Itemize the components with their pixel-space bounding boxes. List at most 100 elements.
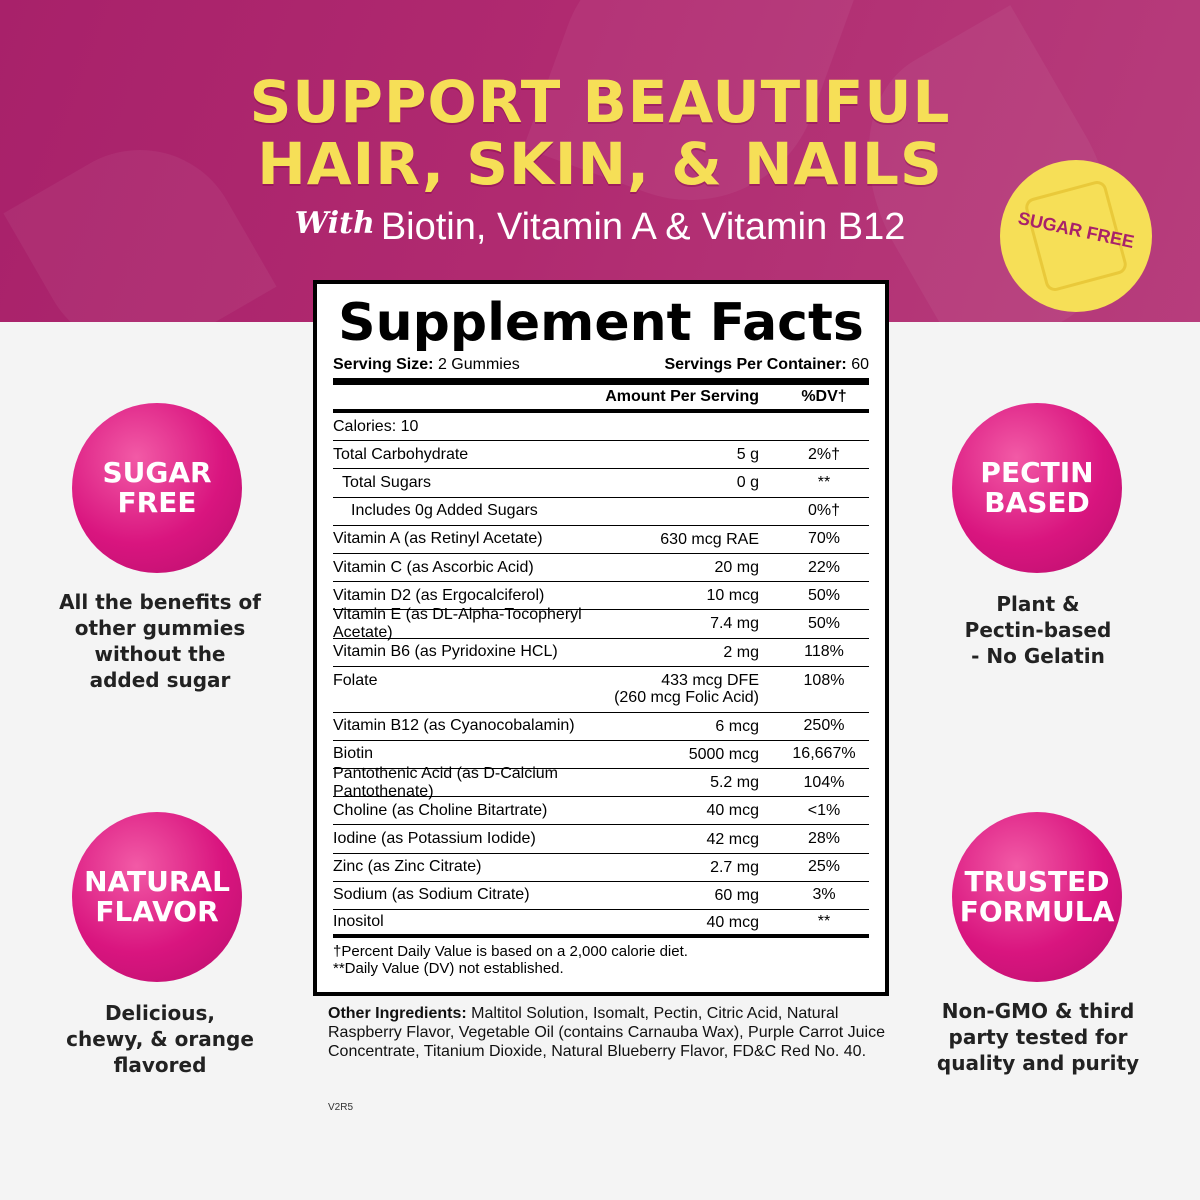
nutrient-name: Zinc (as Zinc Citrate) [333, 858, 482, 876]
table-row: Inositol 40 mcg ** [333, 910, 869, 939]
nutrient-dv: 0%† [807, 502, 841, 520]
nutrient-dv: 250% [803, 717, 845, 735]
pectin-based-caption: Plant & Pectin-based - No Gelatin [908, 591, 1168, 669]
nutrient-name: Inositol [333, 913, 384, 931]
nutrient-name: Biotin [333, 745, 374, 763]
caption-line: without the [94, 642, 226, 666]
nutrient-dv: ** [817, 473, 831, 491]
nutrient-name: Sodium (as Sodium Citrate) [333, 886, 530, 904]
table-row: Calories: 10 [333, 413, 869, 442]
other-ingredients-text: Maltitol Solution, Isomalt, Pectin, Citr… [328, 1005, 885, 1060]
headline-line-1: SUPPORT BEAUTIFUL [249, 68, 951, 136]
circle-title-line: SUGAR [102, 456, 212, 489]
nutrient-amount: 20 mg [714, 559, 759, 577]
nutrient-name: Choline (as Choline Bitartrate) [333, 801, 548, 819]
nutrient-name: Vitamin B12 (as Cyanocobalamin) [333, 717, 575, 735]
nutrient-amount: 433 mcg DFE (260 mcg Folic Acid) [599, 672, 779, 706]
footnote-dv: †Percent Daily Value is based on a 2,000… [333, 943, 688, 961]
with-script-word: With [294, 206, 375, 241]
nutrient-name: Vitamin E (as DL-Alpha-Tocopheryl Acetat… [333, 605, 582, 641]
nutrient-amount: 5.2 mg [710, 774, 759, 792]
table-row: Total Carbohydrate 5 g 2%† [333, 441, 869, 470]
nutrient-name: Folate [333, 671, 378, 689]
table-row: Pantothenic Acid (as D-Calcium Pantothen… [333, 765, 869, 800]
nutrient-name: Pantothenic Acid (as D-Calcium Pantothen… [333, 764, 558, 800]
nutrient-dv: 108% [803, 671, 845, 689]
nutrient-amount: 2.7 mg [710, 858, 759, 876]
circle-title-line: TRUSTED [964, 865, 1110, 898]
nutrient-dv: 104% [803, 773, 845, 791]
nutrient-dv: 3% [812, 886, 836, 904]
caption-line: Plant & [996, 592, 1080, 616]
subheadline-text: Biotin, Vitamin A & Vitamin B12 [380, 206, 906, 248]
supplement-facts-title: Supplement Facts [338, 293, 864, 353]
servings-label: Servings Per Container: [664, 356, 847, 373]
table-row: Vitamin E (as DL-Alpha-Tocopheryl Acetat… [333, 606, 869, 641]
nutrient-name: Includes 0g Added Sugars [351, 502, 538, 520]
nutrient-amount: 6 mcg [715, 717, 759, 735]
nutrient-amount-line: 433 mcg DFE [661, 671, 759, 689]
caption-line: - No Gelatin [971, 644, 1105, 668]
nutrient-amount: 60 mg [714, 886, 759, 904]
table-row: Total Sugars 0 g ** [333, 469, 869, 498]
trusted-formula-circle: TRUSTED FORMULA [952, 812, 1122, 982]
table-row: Biotin 5000 mcg 16,667% [333, 741, 869, 770]
servings-per-container: Servings Per Container: 60 [664, 356, 869, 374]
nutrient-amount: 40 mcg [706, 913, 759, 931]
natural-flavor-circle: NATURAL FLAVOR [72, 812, 242, 982]
trusted-formula-caption: Non-GMO & third party tested for quality… [908, 998, 1168, 1076]
table-row: Iodine (as Potassium Iodide) 42 mcg 28% [333, 825, 869, 854]
caption-line: Pectin-based [964, 618, 1112, 642]
nutrient-amount: 42 mcg [706, 830, 759, 848]
nutrient-name: Total Sugars [342, 473, 431, 491]
table-row: Vitamin D2 (as Ergocalciferol) 10 mcg 50% [333, 582, 869, 611]
table-row: Vitamin A (as Retinyl Acetate) 630 mcg RA… [333, 526, 869, 554]
nutrient-name: Total Carbohydrate [333, 445, 469, 463]
nutrient-amount: 0 g [736, 474, 759, 492]
caption-line: other gummies [74, 616, 246, 640]
nutrient-name: Vitamin D2 (as Ergocalciferol) [333, 586, 545, 604]
table-row: Folate 433 mcg DFE (260 mcg Folic Acid) 108… [333, 667, 869, 713]
table-row: Zinc (as Zinc Citrate) 2.7 mg 25% [333, 854, 869, 882]
serving-size: Serving Size: 2 Gummies [333, 356, 520, 374]
nutrient-dv: 70% [807, 530, 841, 548]
caption-line: All the benefits of [59, 590, 261, 614]
nutrient-amount: 5000 mcg [688, 745, 759, 763]
table-row: Vitamin C (as Ascorbic Acid) 20 mg 22% [333, 554, 869, 583]
caption-line: chewy, & orange [66, 1027, 254, 1051]
nutrient-amount: 2 mg [723, 643, 759, 661]
nutrient-amount: 40 mcg [706, 802, 759, 820]
caption-line: party tested for [948, 1025, 1128, 1049]
nutrient-dv: 16,667% [792, 745, 856, 763]
headline-line-2: HAIR, SKIN, & NAILS [257, 130, 943, 198]
caption-line: added sugar [89, 668, 231, 692]
nutrient-name: Iodine (as Potassium Iodide) [333, 830, 536, 848]
circle-title-line: FREE [117, 486, 197, 519]
other-ingredients-label: Other Ingredients: [328, 1005, 467, 1022]
nutrient-name: Vitamin A (as Retinyl Acetate) [333, 530, 543, 548]
circle-title-line: NATURAL [84, 865, 230, 898]
nutrient-dv: 50% [807, 614, 841, 632]
footnote-not-established: **Daily Value (DV) not established. [333, 960, 564, 978]
serving-info: Serving Size: 2 Gummies Servings Per Con… [333, 354, 869, 385]
circle-title-line: FLAVOR [95, 895, 219, 928]
nutrient-dv: 50% [807, 586, 841, 604]
subheadline: With Biotin, Vitamin A & Vitamin B12 [0, 206, 1200, 249]
circle-title-line: FORMULA [959, 895, 1115, 928]
supplement-facts-panel: Supplement Facts Serving Size: 2 Gummies… [313, 280, 889, 996]
nutrient-dv: ** [817, 913, 831, 931]
nutrient-amount: 10 mcg [706, 587, 759, 605]
sugar-free-badge: SUGAR FREE [1000, 160, 1152, 312]
caption-line: flavored [113, 1053, 207, 1077]
natural-flavor-caption: Delicious, chewy, & orange flavored [30, 1000, 290, 1078]
table-row: Choline (as Choline Bitartrate) 40 mcg <1% [333, 797, 869, 826]
facts-column-header: Amount Per Serving %DV† [333, 385, 869, 413]
servings-value: 60 [851, 356, 869, 373]
circle-title-line: BASED [984, 486, 1090, 519]
dv-column-header: %DV† [801, 388, 847, 405]
nutrient-amount: 5 g [736, 446, 759, 464]
nutrient-amount: 630 mcg RAE [660, 530, 759, 548]
nutrient-amount: 7.4 mg [710, 615, 759, 633]
nutrient-dv: <1% [807, 801, 841, 819]
nutrient-amount-line: (260 mcg Folic Acid) [614, 688, 759, 706]
